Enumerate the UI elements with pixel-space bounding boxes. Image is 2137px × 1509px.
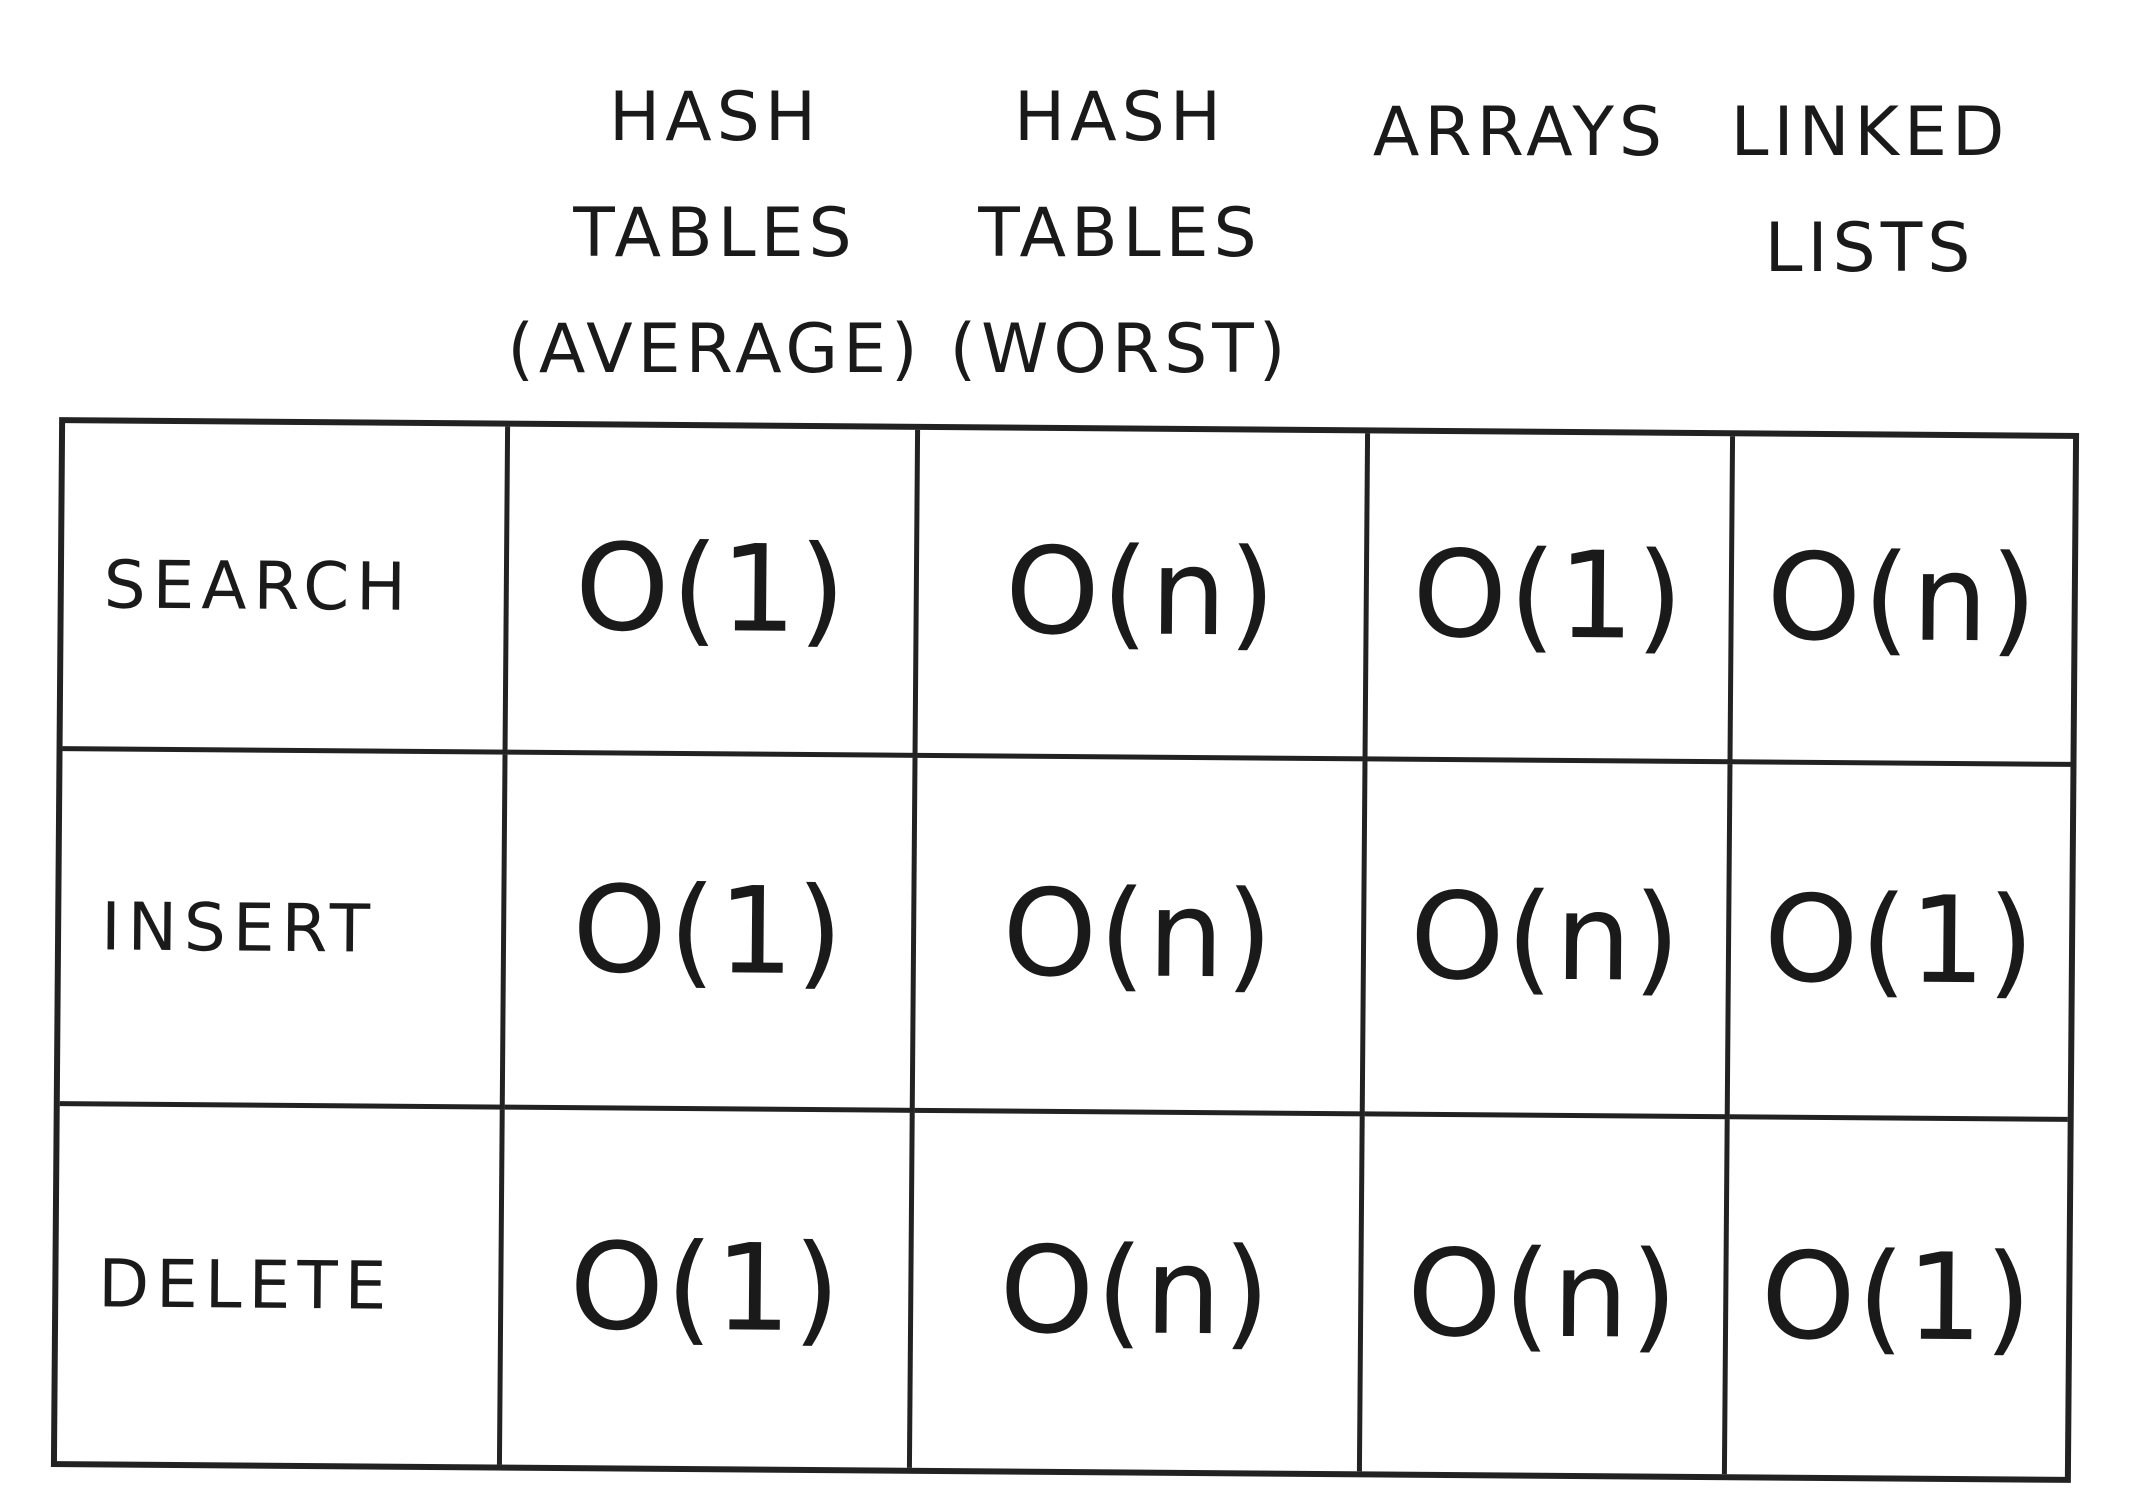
table-cell: O(1) (504, 754, 918, 1113)
column-header-arrays: ARRAYS (1355, 75, 1685, 191)
column-header-linked-lists: LINKED LISTS (1705, 75, 2035, 307)
header-line: LINKED (1730, 93, 2010, 172)
header-line: (AVERAGE) (507, 310, 923, 389)
row-label-insert: INSERT (59, 751, 508, 1110)
table-cell: O(1) (1729, 764, 2071, 1122)
header-line: TABLES (573, 194, 857, 273)
column-header-hash-tables-average: HASH TABLES (AVERAGE) (505, 60, 925, 408)
header-line: TABLES (978, 194, 1262, 273)
header-line: HASH (609, 78, 821, 157)
table-cell: O(n) (917, 429, 1371, 762)
row-label-delete: DELETE (56, 1106, 505, 1465)
table-cell: O(1) (1367, 433, 1736, 765)
table-cell: O(1) (1760, 1227, 2035, 1369)
row-label-search: SEARCH (62, 423, 511, 755)
table-cell: O(n) (911, 1112, 1365, 1472)
table-cell: O(n) (1364, 761, 1733, 1120)
complexity-table: SEARCH O(1) O(n) O(1) O(n) INSERT O(1) O… (50, 417, 2080, 1483)
header-line: (WORST) (949, 310, 1291, 389)
table-cell: O(1) (501, 1109, 915, 1468)
header-line: HASH (1014, 78, 1226, 157)
table-cell: O(n) (1361, 1116, 1730, 1475)
header-line: LISTS (1764, 209, 1976, 288)
table-cell: O(n) (914, 757, 1368, 1117)
column-header-hash-tables-worst: HASH TABLES (WORST) (930, 60, 1310, 408)
table-cell: O(n) (1732, 436, 2074, 767)
header-line: ARRAYS (1372, 93, 1668, 172)
table-cell: O(1) (507, 426, 921, 758)
